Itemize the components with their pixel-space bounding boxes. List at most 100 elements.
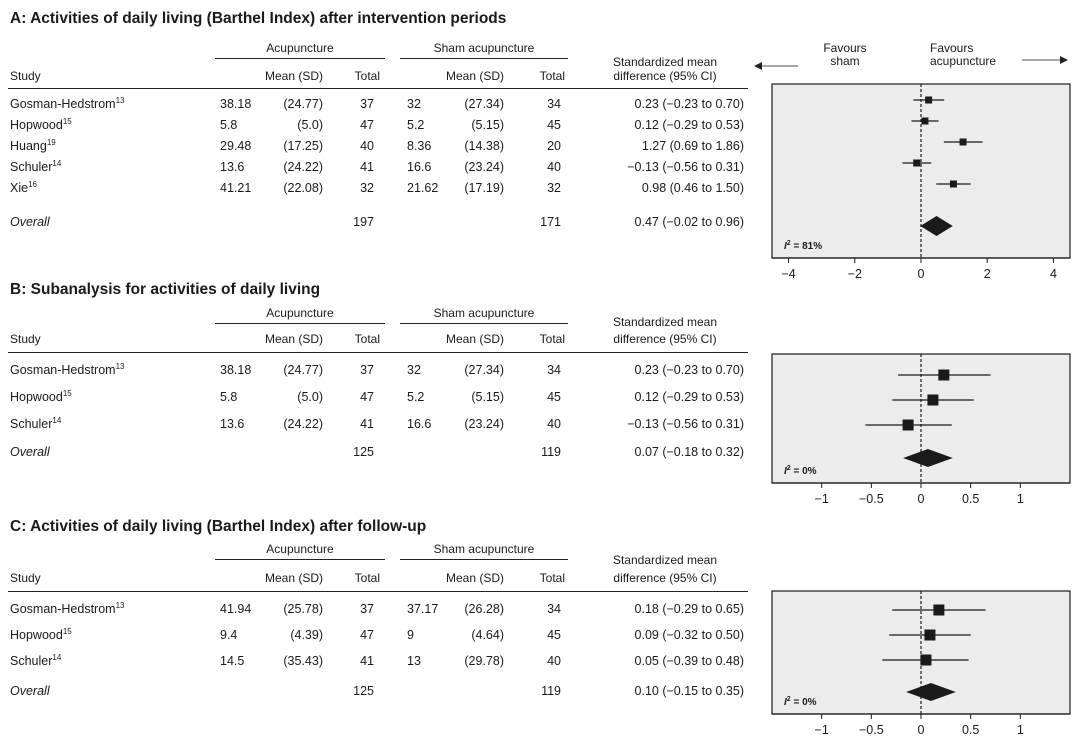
i2-label: I2 = 81%	[784, 240, 822, 252]
sham-mean: 8.36	[407, 139, 432, 153]
sham-mean: 21.62	[407, 181, 439, 195]
acu-mean: 14.5	[220, 654, 245, 668]
x-tick-label: 2	[984, 267, 991, 281]
acu-mean: 13.6	[220, 160, 245, 174]
pooled-diamond	[906, 683, 956, 701]
x-tick-label: −0.5	[859, 492, 884, 506]
study-name: Schuler14	[10, 416, 62, 432]
sham-total: 34	[547, 602, 561, 616]
forest-plot-b: −1 −0.5 0 0.5 1 I2 = 0%	[771, 353, 1071, 506]
study-name: Huang19	[10, 138, 56, 154]
i2-symbol: I	[784, 697, 787, 708]
i2-superscript: 2	[787, 240, 791, 247]
sham-sd: (4.64)	[471, 628, 504, 642]
header-total: Total	[539, 571, 565, 585]
i2-symbol: I	[784, 241, 787, 252]
acu-sd: (25.78)	[283, 602, 323, 616]
smd-value: −0.13 (−0.56 to 0.31)	[627, 160, 744, 174]
header-rule	[8, 352, 748, 353]
acu-sd: (4.39)	[290, 628, 323, 642]
header-underline	[215, 559, 385, 560]
smd-value: 0.23 (−0.23 to 0.70)	[634, 97, 744, 111]
overall-label: Overall	[10, 215, 50, 229]
study-name: Gosman-Hedstrom13	[10, 601, 125, 617]
study-name: Schuler14	[10, 653, 62, 669]
header-mean-sd: Mean (SD)	[445, 332, 504, 346]
acu-total: 41	[360, 160, 374, 174]
sham-sd: (17.19)	[464, 181, 504, 195]
sham-sd: (27.34)	[464, 363, 504, 377]
acu-total: 32	[360, 181, 374, 195]
header-sham: Sham acupuncture	[433, 542, 535, 556]
header-smd-line2: difference (95% CI)	[613, 69, 717, 83]
point-estimate	[921, 117, 929, 125]
study-name: Schuler14	[10, 159, 62, 175]
x-tick-label: 1	[1017, 723, 1024, 737]
acu-mean: 5.8	[220, 118, 238, 132]
acu-sd: (24.77)	[283, 363, 323, 377]
i2-label: I2 = 0%	[784, 465, 817, 477]
sham-sd: (29.78)	[464, 654, 504, 668]
sham-mean: 32	[407, 97, 421, 111]
header-total: Total	[539, 332, 565, 346]
x-tick-label: 0	[918, 492, 925, 506]
header-total: Total	[354, 69, 380, 83]
sham-sd: (5.15)	[471, 390, 504, 404]
sham-sd: (27.34)	[464, 97, 504, 111]
overall-label: Overall	[10, 445, 50, 459]
sham-total: 40	[547, 160, 561, 174]
panel-title: C: Activities of daily living (Barthel I…	[10, 518, 427, 535]
header-smd-line1: Standardized mean	[612, 55, 718, 69]
sham-total: 45	[547, 390, 561, 404]
study-name: Gosman-Hedstrom13	[10, 362, 125, 378]
sham-sd: (23.24)	[464, 160, 504, 174]
acu-sd: (24.77)	[283, 97, 323, 111]
favours-acupuncture-label: Favours acupuncture	[930, 42, 1040, 68]
sham-mean: 5.2	[407, 390, 425, 404]
study-name: Gosman-Hedstrom13	[10, 96, 125, 112]
header-acupuncture: Acupuncture	[266, 306, 334, 320]
header-smd-line1: Standardized mean	[612, 553, 718, 567]
sham-mean: 9	[407, 628, 414, 642]
i2-value: = 81%	[791, 241, 823, 252]
forest-plot-a: −4 −2 0 2 4I2 = 81%	[771, 83, 1071, 281]
i2-superscript: 2	[787, 465, 791, 472]
sham-mean: 13	[407, 654, 421, 668]
smd-value: 1.27 (0.69 to 1.86)	[641, 139, 744, 153]
acu-mean: 5.8	[220, 390, 238, 404]
header-mean-sd: Mean (SD)	[445, 69, 504, 83]
acu-mean: 41.94	[220, 602, 252, 616]
favours-arrows	[754, 56, 1068, 70]
header-mean-sd: Mean (SD)	[445, 571, 504, 585]
acu-sd: (22.08)	[283, 181, 323, 195]
sham-sd: (5.15)	[471, 118, 504, 132]
header-smd-line1: Standardized mean	[612, 315, 718, 329]
acu-mean: 38.18	[220, 363, 252, 377]
sham-total: 45	[547, 628, 561, 642]
header-total: Total	[539, 69, 565, 83]
acu-mean: 41.21	[220, 181, 252, 195]
pooled-diamond	[920, 216, 953, 236]
smd-value: 0.05 (−0.39 to 0.48)	[634, 654, 744, 668]
acu-total: 47	[360, 390, 374, 404]
study-name: Hopwood15	[10, 117, 72, 133]
overall-label: Overall	[10, 684, 50, 698]
header-study: Study	[10, 69, 41, 83]
sham-mean: 32	[407, 363, 421, 377]
x-tick-label: −1	[815, 723, 829, 737]
sham-total: 32	[547, 181, 561, 195]
acu-total: 47	[360, 628, 374, 642]
smd-value: 0.09 (−0.32 to 0.50)	[634, 628, 744, 642]
x-tick-label: 0	[918, 723, 925, 737]
header-acupuncture: Acupuncture	[266, 41, 334, 55]
smd-value: 0.18 (−0.29 to 0.65)	[634, 602, 744, 616]
header-total: Total	[354, 332, 380, 346]
acu-total: 47	[360, 118, 374, 132]
header-mean-sd: Mean (SD)	[264, 69, 323, 83]
sham-total: 34	[547, 363, 561, 377]
acu-sd: (17.25)	[283, 139, 323, 153]
study-name: Xie16	[10, 180, 37, 196]
panel-title: A: Activities of daily living (Barthel I…	[10, 10, 507, 27]
header-sham: Sham acupuncture	[433, 41, 535, 55]
x-tick-label: 0.5	[962, 723, 979, 737]
